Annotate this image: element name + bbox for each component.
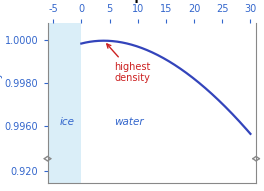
Y-axis label: Density: Density xyxy=(0,70,2,112)
Text: ice: ice xyxy=(60,117,75,127)
Bar xyxy=(48,159,81,183)
Text: water: water xyxy=(114,117,144,127)
Title: Temperature: Temperature xyxy=(107,0,197,3)
Bar xyxy=(48,23,81,159)
Text: highest
density: highest density xyxy=(107,44,150,83)
